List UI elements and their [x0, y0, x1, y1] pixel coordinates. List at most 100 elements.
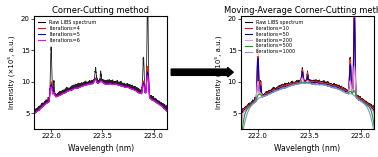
iterations=200: [301, 78, 305, 80]
Legend: Raw LIBS spectrum, Iterations=4, Iterations=5, Iterations=6: Raw LIBS spectrum, Iterations=4, Iterati…: [36, 18, 98, 44]
iterations=200: [370, 108, 374, 110]
Raw LIBS spectrum: [374, 110, 378, 112]
iterations=200: [352, 65, 356, 67]
iterations=50: [370, 107, 374, 109]
Iterations=6: [145, 75, 150, 77]
Iterations=6: [98, 81, 102, 83]
Iterations=4: [32, 111, 36, 113]
iterations=50: [352, 17, 356, 19]
iterations=200: [370, 108, 374, 110]
iterations=200: [304, 81, 309, 83]
Raw LIBS spectrum: [370, 106, 374, 108]
iterations=500: [304, 82, 309, 84]
Raw LIBS spectrum: [33, 112, 37, 114]
Iterations=4: [163, 108, 167, 110]
iterations=10: [239, 131, 243, 133]
Iterations=5: [33, 112, 37, 114]
iterations=500: [345, 92, 350, 94]
Title: Moving-Average Corner-Cutting method: Moving-Average Corner-Cutting method: [224, 6, 378, 15]
Iterations=6: [167, 110, 171, 112]
X-axis label: Wavelength (nm): Wavelength (nm): [274, 144, 341, 153]
Iterations=6: [138, 92, 143, 94]
Line: iterations=500: iterations=500: [241, 82, 376, 143]
Line: iterations=1000: iterations=1000: [241, 83, 376, 143]
Iterations=5: [39, 107, 43, 109]
Raw LIBS spectrum: [304, 80, 309, 81]
iterations=50: [304, 81, 309, 82]
Iterations=5: [145, 71, 150, 73]
Iterations=4: [163, 108, 167, 110]
Iterations=5: [163, 108, 167, 110]
Iterations=6: [163, 109, 167, 111]
Iterations=5: [163, 109, 167, 111]
iterations=10: [304, 80, 309, 82]
iterations=500: [239, 142, 243, 144]
iterations=10: [245, 106, 250, 108]
Iterations=4: [39, 107, 43, 109]
Iterations=5: [94, 79, 99, 81]
Raw LIBS spectrum: [163, 107, 167, 109]
Line: iterations=50: iterations=50: [241, 18, 376, 139]
iterations=1000: [370, 121, 374, 123]
Iterations=4: [145, 66, 150, 68]
iterations=50: [345, 92, 350, 93]
iterations=1000: [239, 142, 243, 144]
Raw LIBS spectrum: [98, 80, 102, 81]
iterations=50: [374, 138, 378, 140]
Title: Corner-Cutting method: Corner-Cutting method: [52, 6, 149, 15]
Raw LIBS spectrum: [239, 112, 244, 114]
iterations=200: [239, 141, 243, 143]
Line: iterations=200: iterations=200: [241, 66, 376, 142]
Line: iterations=10: iterations=10: [241, 0, 376, 132]
iterations=1000: [245, 111, 250, 113]
Iterations=6: [163, 109, 167, 111]
Raw LIBS spectrum: [345, 90, 350, 92]
Raw LIBS spectrum: [239, 111, 243, 113]
iterations=200: [245, 107, 250, 109]
iterations=10: [374, 130, 378, 132]
Iterations=4: [138, 92, 143, 94]
iterations=50: [301, 73, 305, 75]
iterations=200: [345, 92, 350, 94]
Iterations=5: [32, 111, 36, 113]
Raw LIBS spectrum: [138, 90, 143, 92]
Raw LIBS spectrum: [163, 106, 167, 108]
Iterations=4: [94, 78, 99, 80]
iterations=10: [370, 107, 374, 109]
Raw LIBS spectrum: [32, 111, 36, 113]
Iterations=6: [32, 111, 36, 113]
iterations=500: [370, 113, 374, 115]
Iterations=6: [94, 80, 99, 81]
iterations=1000: [301, 82, 305, 84]
iterations=500: [301, 81, 305, 83]
Iterations=5: [98, 81, 102, 83]
iterations=500: [370, 113, 374, 115]
Line: Raw LIBS spectrum: Raw LIBS spectrum: [241, 0, 376, 113]
Iterations=4: [98, 81, 102, 83]
iterations=50: [239, 138, 243, 140]
X-axis label: Wavelength (nm): Wavelength (nm): [68, 144, 134, 153]
Iterations=6: [39, 107, 43, 109]
Raw LIBS spectrum: [245, 106, 250, 108]
iterations=1000: [374, 142, 378, 144]
Raw LIBS spectrum: [167, 110, 171, 112]
iterations=10: [345, 91, 350, 93]
iterations=50: [245, 107, 250, 108]
iterations=1000: [304, 82, 308, 84]
Line: Iterations=6: Iterations=6: [34, 76, 169, 113]
Y-axis label: Intensity (×10⁵, a.u.): Intensity (×10⁵, a.u.): [8, 35, 15, 109]
Iterations=6: [33, 112, 37, 114]
iterations=10: [301, 72, 305, 74]
iterations=1000: [370, 121, 374, 123]
Line: Iterations=4: Iterations=4: [34, 67, 169, 113]
iterations=200: [374, 141, 378, 143]
Raw LIBS spectrum: [39, 106, 43, 108]
iterations=500: [300, 81, 304, 83]
Raw LIBS spectrum: [94, 72, 99, 73]
iterations=500: [374, 142, 378, 144]
Iterations=4: [33, 112, 37, 114]
Y-axis label: Intensity (×10⁵, a.u.): Intensity (×10⁵, a.u.): [215, 35, 222, 109]
Line: Raw LIBS spectrum: Raw LIBS spectrum: [34, 0, 169, 113]
Line: Iterations=5: Iterations=5: [34, 72, 169, 113]
iterations=10: [370, 107, 374, 109]
